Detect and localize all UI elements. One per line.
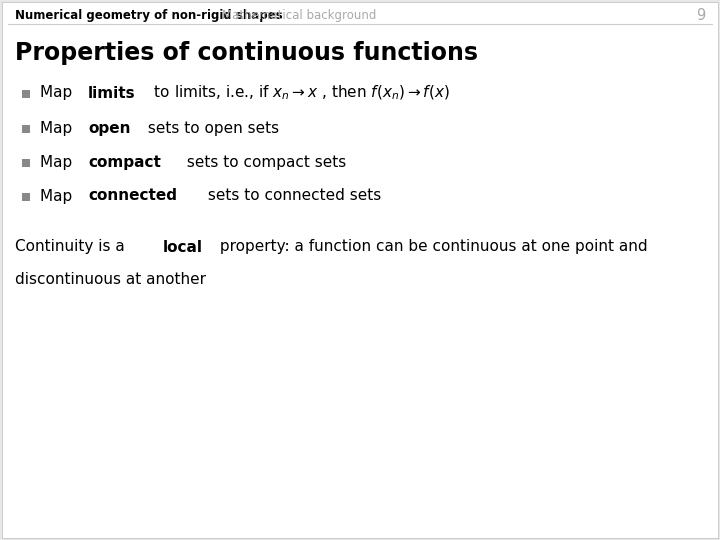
Text: discontinuous at another: discontinuous at another bbox=[15, 273, 206, 287]
FancyBboxPatch shape bbox=[22, 125, 30, 132]
Text: Map: Map bbox=[40, 188, 77, 204]
FancyBboxPatch shape bbox=[22, 159, 30, 166]
Text: local: local bbox=[163, 240, 203, 254]
Text: Mathematical background: Mathematical background bbox=[222, 10, 377, 23]
Text: Properties of continuous functions: Properties of continuous functions bbox=[15, 41, 478, 65]
Text: open: open bbox=[88, 120, 130, 136]
Text: Map: Map bbox=[40, 85, 77, 100]
Text: property: a function can be continuous at one point and: property: a function can be continuous a… bbox=[215, 240, 647, 254]
Text: 9: 9 bbox=[696, 9, 705, 24]
Text: Map: Map bbox=[40, 120, 77, 136]
Text: Map: Map bbox=[40, 154, 77, 170]
FancyBboxPatch shape bbox=[22, 90, 30, 98]
Text: sets to open sets: sets to open sets bbox=[143, 120, 279, 136]
FancyBboxPatch shape bbox=[22, 192, 30, 200]
Text: sets to connected sets: sets to connected sets bbox=[203, 188, 381, 204]
Text: Continuity is a: Continuity is a bbox=[15, 240, 130, 254]
Text: to limits, i.e., if $x_n \rightarrow x$ , then $f(x_n) \rightarrow f(x)$: to limits, i.e., if $x_n \rightarrow x$ … bbox=[149, 84, 450, 102]
Text: compact: compact bbox=[88, 154, 161, 170]
Text: limits: limits bbox=[88, 85, 135, 100]
Text: sets to compact sets: sets to compact sets bbox=[182, 154, 346, 170]
Text: Numerical geometry of non-rigid shapes: Numerical geometry of non-rigid shapes bbox=[15, 10, 283, 23]
Text: connected: connected bbox=[88, 188, 177, 204]
